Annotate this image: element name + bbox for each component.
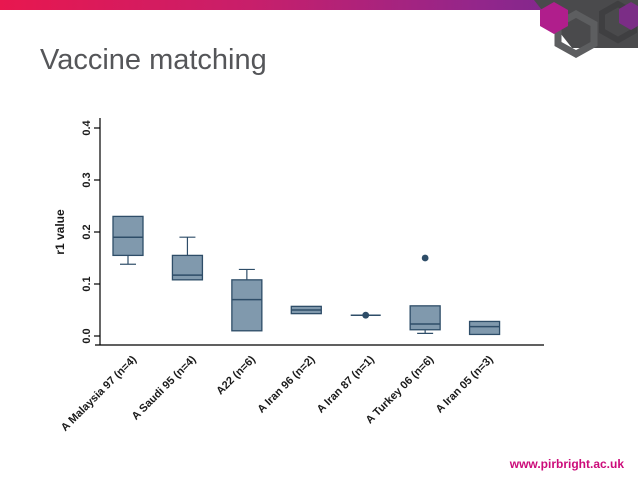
svg-text:A Iran 96 (n=2): A Iran 96 (n=2) — [255, 353, 317, 415]
page-title: Vaccine matching — [40, 44, 267, 76]
svg-text:A Malaysia 97 (n=4): A Malaysia 97 (n=4) — [59, 353, 139, 433]
svg-text:r1 value: r1 value — [53, 209, 67, 255]
footer-link[interactable]: www.pirbright.ac.uk — [509, 457, 624, 471]
hexagon-icon — [540, 2, 568, 34]
svg-text:0.4: 0.4 — [81, 119, 93, 135]
svg-text:0.0: 0.0 — [81, 328, 93, 343]
svg-text:0.3: 0.3 — [81, 172, 93, 187]
corner-hexagon-decoration — [534, 0, 638, 59]
header-gradient-bar — [0, 0, 638, 10]
svg-text:A Iran 05 (n=3): A Iran 05 (n=3) — [434, 353, 496, 415]
svg-text:A Iran 87 (n=1): A Iran 87 (n=1) — [315, 353, 377, 415]
boxplot-svg: 0.0 0.1 0.2 0.3 0.4 r1 value A Malaysia 97 (n=… — [53, 118, 544, 434]
svg-text:0.1: 0.1 — [81, 276, 93, 291]
svg-text:0.2: 0.2 — [81, 224, 93, 239]
svg-text:A22 (n=6): A22 (n=6) — [214, 353, 258, 397]
svg-text:A Saudi 95 (n=4): A Saudi 95 (n=4) — [130, 353, 199, 422]
boxplot-chart: 0.0 0.1 0.2 0.3 0.4 r1 value A Malaysia 97 (n=… — [48, 98, 588, 453]
hexagon-icon — [619, 2, 638, 30]
